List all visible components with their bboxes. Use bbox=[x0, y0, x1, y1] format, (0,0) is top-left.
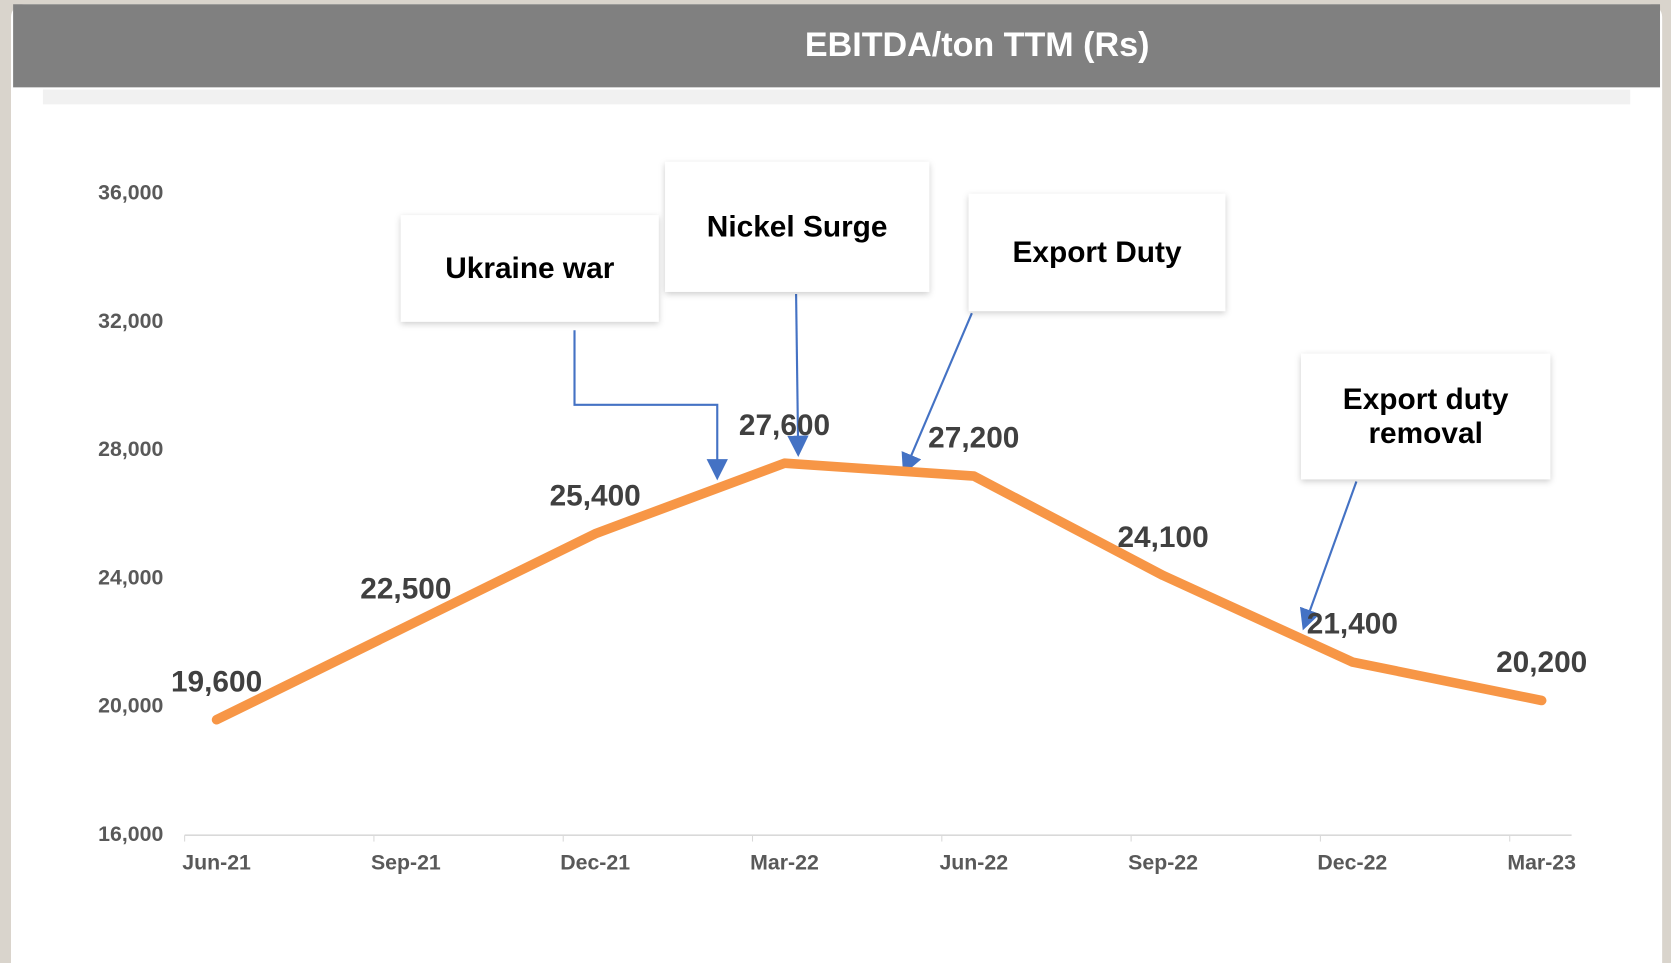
data-label: 24,100 bbox=[1117, 521, 1208, 554]
x-tick-label: Jun-21 bbox=[182, 851, 251, 875]
x-tick-label: Dec-22 bbox=[1317, 851, 1387, 875]
annotation: Export Duty bbox=[969, 194, 1226, 311]
y-tick-label: 16,000 bbox=[98, 822, 163, 846]
annotation-text: Export Duty bbox=[969, 194, 1226, 311]
annotation: Export duty removal bbox=[1301, 354, 1550, 480]
x-tick-label: Mar-22 bbox=[750, 851, 819, 875]
data-label: 19,600 bbox=[171, 665, 262, 698]
annotation-text: Export duty removal bbox=[1301, 354, 1550, 480]
data-label: 21,400 bbox=[1307, 608, 1398, 641]
annotation: Ukraine war bbox=[401, 215, 659, 322]
data-label: 20,200 bbox=[1496, 646, 1587, 679]
x-tick-label: Jun-22 bbox=[939, 851, 1008, 875]
chart-title: EBITDA/ton TTM (Rs) bbox=[805, 26, 1150, 64]
x-tick-label: Dec-21 bbox=[560, 851, 630, 875]
header-shadow bbox=[43, 89, 1630, 104]
data-label: 27,600 bbox=[739, 409, 830, 442]
y-tick-label: 32,000 bbox=[98, 309, 163, 333]
x-tick-label: Sep-21 bbox=[371, 851, 441, 875]
annotation: Nickel Surge bbox=[665, 162, 929, 292]
panel bbox=[11, 4, 1662, 963]
page: EBITDA/ton TTM (Rs) 16,000 20,000 24,000 28… bbox=[0, 0, 1671, 963]
data-label: 25,400 bbox=[550, 479, 641, 512]
x-tick-label: Mar-23 bbox=[1507, 851, 1576, 875]
y-tick-label: 36,000 bbox=[98, 181, 163, 205]
y-tick-label: 28,000 bbox=[98, 437, 163, 461]
y-tick-label: 20,000 bbox=[98, 694, 163, 718]
data-label: 27,200 bbox=[928, 422, 1019, 455]
y-tick-label: 24,000 bbox=[98, 565, 163, 589]
annotation-text: Ukraine war bbox=[401, 215, 659, 322]
chart: EBITDA/ton TTM (Rs) 16,000 20,000 24,000 28… bbox=[0, 0, 1671, 963]
x-tick-label: Sep-22 bbox=[1128, 851, 1198, 875]
annotation-text: Nickel Surge bbox=[665, 162, 929, 292]
data-label: 22,500 bbox=[360, 572, 451, 605]
